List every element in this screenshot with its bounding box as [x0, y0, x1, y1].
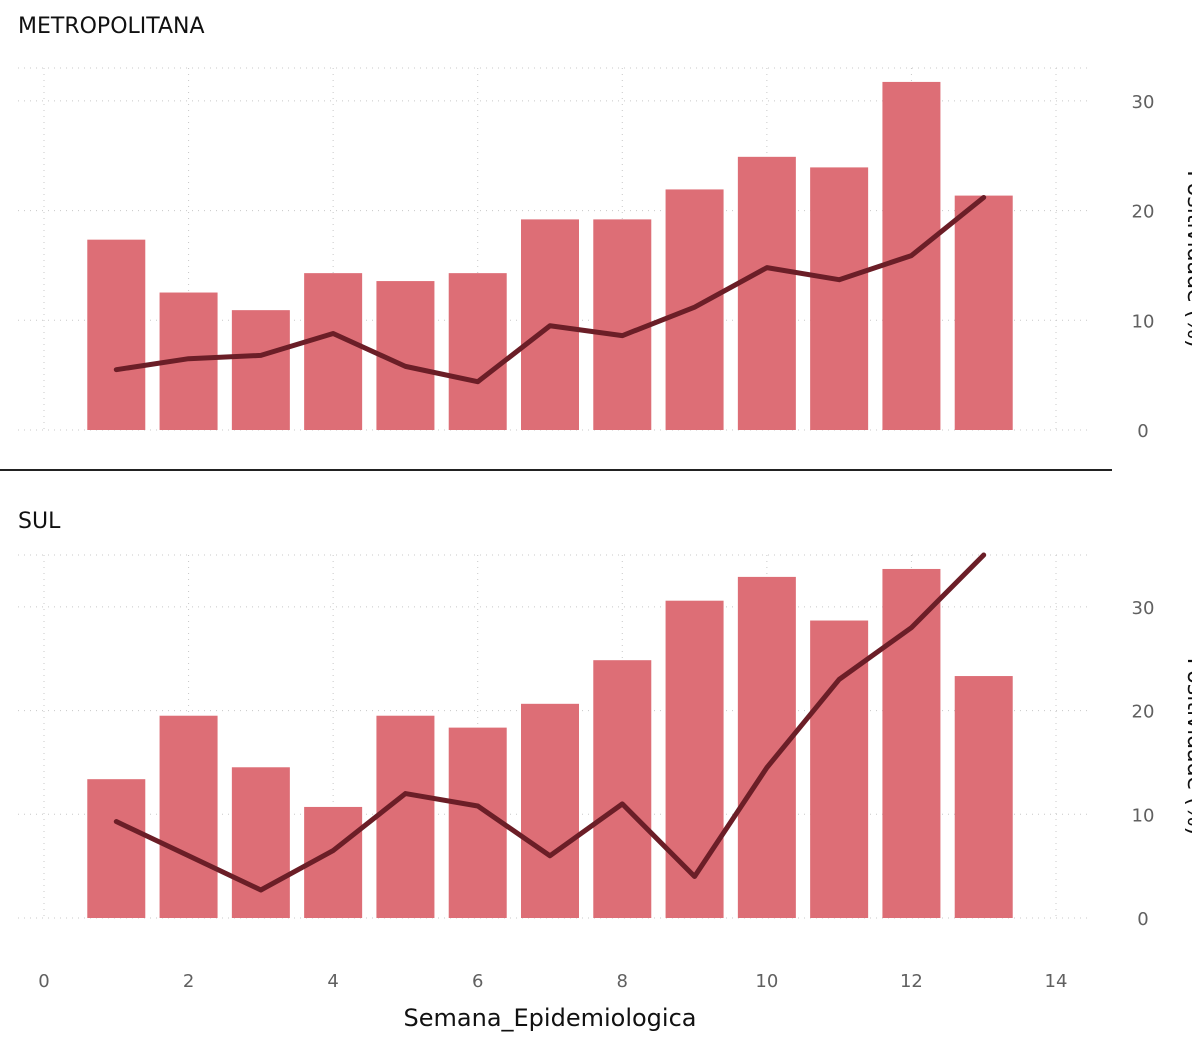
- metro-y2-tick-label: 0: [1137, 421, 1148, 442]
- sul-y2-axis-title: Positividade (%): [1182, 658, 1192, 835]
- sul-bar: [521, 703, 579, 918]
- sul-bar: [737, 576, 796, 918]
- metro-bar: [593, 219, 652, 430]
- sul-bar: [231, 767, 290, 918]
- metro-bar: [448, 273, 507, 430]
- x-tick-label: 8: [617, 971, 628, 992]
- metro-y2-tick-label: 10: [1132, 311, 1155, 332]
- metro-bar: [231, 310, 290, 430]
- x-tick-label: 12: [900, 971, 923, 992]
- sul-bar: [593, 660, 652, 918]
- x-tick-label: 0: [38, 971, 49, 992]
- sul-y2-tick-label: 20: [1132, 702, 1155, 723]
- metro-bar: [737, 156, 796, 431]
- metro-panel-title: METROPOLITANA: [18, 14, 205, 39]
- metro-bar: [810, 167, 869, 430]
- sul-bar: [882, 568, 941, 918]
- x-tick-label: 6: [472, 971, 483, 992]
- metro-bar: [954, 195, 1013, 430]
- metro-bar: [304, 273, 363, 430]
- sul-bar: [665, 600, 724, 918]
- metro-positividade-line: [113, 194, 987, 385]
- sul-y2-tick-label: 0: [1137, 909, 1148, 930]
- metro-y2-tick-label: 20: [1132, 202, 1155, 223]
- sul-bar: [810, 620, 869, 918]
- x-tick-label: 10: [755, 971, 778, 992]
- metro-y2-axis-title: Positividade (%): [1182, 170, 1192, 347]
- sul-y2-tick-label: 10: [1132, 805, 1155, 826]
- sul-y2-tick-label: 30: [1132, 598, 1155, 619]
- x-tick-label: 2: [183, 971, 194, 992]
- sul-positividade-line: [113, 552, 987, 893]
- sul-bar: [448, 727, 507, 918]
- sul-bar: [376, 715, 435, 918]
- x-tick-label: 14: [1045, 971, 1068, 992]
- x-tick-label: 4: [327, 971, 338, 992]
- metro-bar: [87, 239, 146, 430]
- sul-bar: [954, 676, 1013, 918]
- x-axis-title: Semana_Epidemiologica: [404, 1004, 697, 1032]
- sul-panel-title: SUL: [18, 509, 61, 534]
- metro-y2-tick-label: 30: [1132, 92, 1155, 113]
- sul-bar: [87, 779, 146, 918]
- sul-bar: [159, 715, 218, 918]
